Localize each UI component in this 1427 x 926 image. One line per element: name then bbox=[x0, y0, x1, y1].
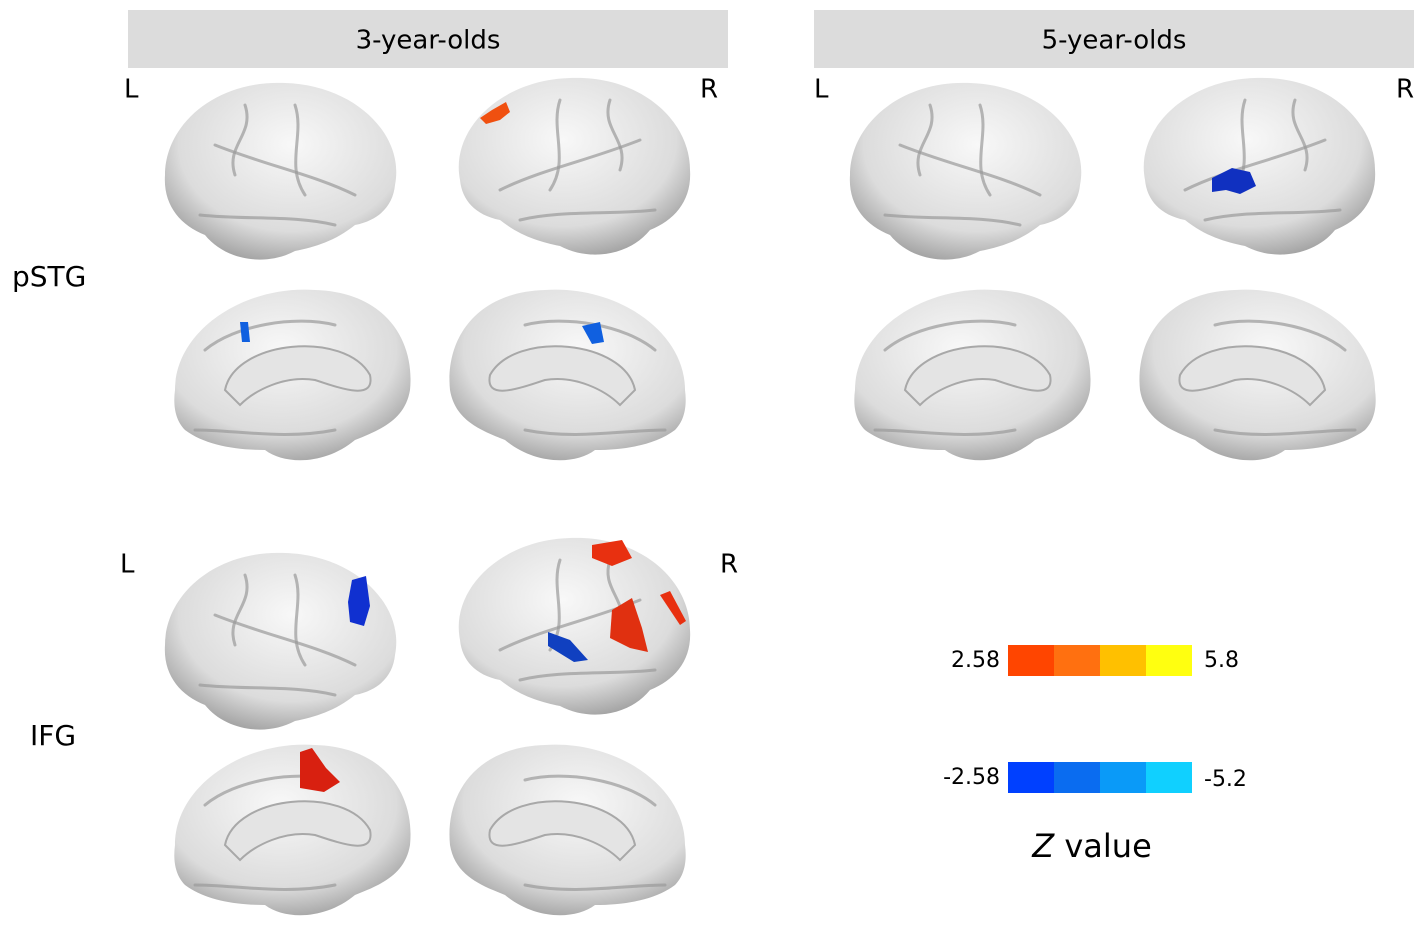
colorbar-label: -5.2 bbox=[1204, 767, 1247, 792]
colorbar-title-text: value bbox=[1064, 827, 1151, 865]
column-title: 3-year-olds bbox=[356, 26, 501, 56]
hemisphere-label: R bbox=[700, 75, 718, 105]
hemisphere-label: R bbox=[720, 550, 738, 580]
brain-images bbox=[163, 76, 1378, 917]
hemisphere-label: L bbox=[814, 75, 829, 105]
colorbar-title-italic: Z bbox=[1031, 827, 1055, 865]
colorbar-positive bbox=[1008, 645, 1192, 676]
header-box bbox=[814, 10, 1414, 68]
hemisphere-label: L bbox=[124, 75, 139, 105]
hemisphere-label: L bbox=[120, 550, 135, 580]
header-box bbox=[128, 10, 728, 68]
column-title: 5-year-olds bbox=[1042, 26, 1187, 56]
row-label: pSTG bbox=[12, 260, 86, 293]
hemisphere-label: R bbox=[1396, 75, 1414, 105]
colorbar-label: -2.58 bbox=[943, 765, 1000, 790]
colorbar-label: 2.58 bbox=[951, 648, 1000, 673]
row-label: IFG bbox=[30, 719, 76, 752]
colorbar-label: 5.8 bbox=[1204, 648, 1239, 673]
colorbar-negative bbox=[1008, 762, 1192, 793]
colorbar-title: Z value bbox=[1031, 827, 1152, 865]
